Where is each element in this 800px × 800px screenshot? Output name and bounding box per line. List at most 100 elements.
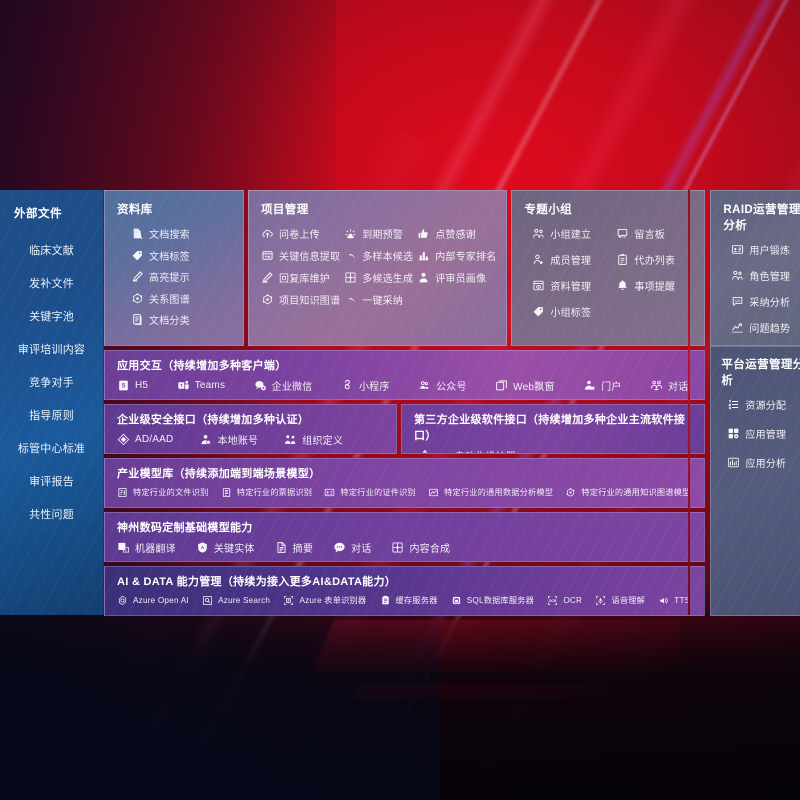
ai-data-item-0[interactable]: Azure Open AI bbox=[117, 595, 189, 606]
group-item-2[interactable]: 成员管理 bbox=[532, 252, 610, 267]
project-item-5[interactable]: 内部专家排名 bbox=[417, 248, 496, 263]
card-platform-title: 平台运营管理分析 bbox=[721, 359, 800, 387]
bell-icon bbox=[616, 279, 629, 292]
library-item-2[interactable]: 高亮提示 bbox=[117, 269, 233, 284]
content-synth-icon bbox=[391, 541, 404, 554]
thumbs-up-icon bbox=[417, 227, 430, 240]
sidebar-item-0[interactable]: 临床文献 bbox=[29, 245, 74, 257]
speech-icon bbox=[595, 595, 606, 606]
top-card-row: 资料库 文档搜索 文档标签 高亮提示 bbox=[104, 190, 800, 346]
base-model-item-4[interactable]: 内容合成 bbox=[391, 540, 450, 555]
security-item-0[interactable]: AD/AAD bbox=[117, 433, 173, 446]
security-item-2[interactable]: 组织定义 bbox=[284, 432, 343, 447]
person-add-icon bbox=[532, 253, 545, 266]
library-item-0[interactable]: 文档搜索 bbox=[117, 226, 233, 241]
ai-data-item-2[interactable]: Azure 表单识别器 bbox=[283, 594, 366, 606]
sidebar-item-6[interactable]: 标管中心标准 bbox=[17, 443, 86, 455]
library-item-0-label: 文档搜索 bbox=[149, 230, 190, 241]
app-item-3[interactable]: 小程序 bbox=[341, 378, 390, 393]
library-item-3[interactable]: 关系图谱 bbox=[117, 291, 233, 306]
group-item-3[interactable]: 代办列表 bbox=[616, 252, 694, 267]
app-item-6[interactable]: 门户 bbox=[583, 378, 621, 393]
platform-item-0[interactable]: 资源分配 bbox=[721, 397, 800, 412]
industry-item-0[interactable]: 特定行业的文件识别 bbox=[117, 486, 209, 498]
project-item-3[interactable]: 关键信息提取 bbox=[261, 248, 340, 263]
sidebar-item-8[interactable]: 共性问题 bbox=[29, 509, 74, 521]
base-model-item-0-label: 机器翻译 bbox=[135, 544, 176, 555]
industry-item-3[interactable]: 特定行业的通用数据分析模型 bbox=[428, 486, 553, 498]
card-project-title: 项目管理 bbox=[261, 204, 309, 216]
project-item-2[interactable]: 点赞感谢 bbox=[417, 226, 496, 241]
project-item-6-label: 回复库维护 bbox=[279, 274, 330, 285]
app-item-7[interactable]: 对话 bbox=[650, 378, 688, 393]
platform-item-2[interactable]: 应用分析 bbox=[721, 455, 800, 470]
raid-item-0-label: 用户锻炼 bbox=[749, 246, 791, 257]
teams-icon: T bbox=[177, 379, 190, 392]
ai-data-item-3[interactable]: 缓存服务器 bbox=[380, 594, 438, 606]
raid-item-0[interactable]: 用户锻炼 bbox=[723, 242, 800, 257]
group-item-1[interactable]: 留言板 bbox=[616, 226, 694, 241]
industry-item-1[interactable]: 特定行业的票据识别 bbox=[221, 486, 313, 498]
app-item-3-label: 小程序 bbox=[358, 382, 390, 393]
ai-data-item-5[interactable]: OCR OCR bbox=[547, 595, 582, 606]
group-item-2-label: 成员管理 bbox=[550, 256, 592, 267]
project-item-9[interactable]: 项目知识图谱 bbox=[261, 292, 340, 307]
group-item-6[interactable]: 小组标签 bbox=[532, 304, 610, 319]
industry-item-2[interactable]: 特定行业的证件识别 bbox=[324, 486, 416, 498]
group-item-5[interactable]: 事项提醒 bbox=[616, 278, 694, 293]
card-library-title: 资料库 bbox=[117, 204, 153, 216]
project-item-8[interactable]: 评审员画像 bbox=[417, 270, 496, 285]
app-item-1[interactable]: T Teams bbox=[177, 379, 225, 392]
sidebar-item-7[interactable]: 审评报告 bbox=[29, 476, 74, 488]
app-item-4[interactable]: 公众号 bbox=[418, 378, 467, 393]
group-item-6-label: 小组标签 bbox=[550, 308, 592, 319]
group-item-4[interactable]: 资料管理 bbox=[532, 278, 610, 293]
ai-data-item-4[interactable]: SQL数据库服务器 bbox=[451, 594, 534, 606]
tag-icon bbox=[532, 305, 545, 318]
ai-data-item-7-label: TTS bbox=[674, 595, 691, 605]
base-model-item-3-label: 对话 bbox=[351, 544, 372, 555]
security-item-1[interactable]: 本地账号 bbox=[199, 432, 258, 447]
ai-data-item-5-label: OCR bbox=[563, 595, 583, 605]
app-item-5[interactable]: Web飘窗 bbox=[495, 378, 554, 393]
azure-ad-icon bbox=[117, 433, 130, 446]
document-search-icon bbox=[131, 227, 144, 240]
app-item-2[interactable]: 企业微信 bbox=[254, 378, 313, 393]
summary-icon bbox=[275, 541, 288, 554]
raid-item-3[interactable]: 问题趋势 bbox=[723, 320, 800, 335]
ai-data-item-2-label: Azure 表单识别器 bbox=[299, 596, 367, 605]
group-item-3-label: 代办列表 bbox=[634, 256, 676, 267]
library-item-4[interactable]: 文档分类 bbox=[117, 312, 233, 327]
third-party-item-0[interactable]: API自动化设计器 bbox=[420, 448, 516, 453]
sidebar-item-3[interactable]: 审评培训内容 bbox=[17, 344, 86, 356]
sidebar-item-2[interactable]: 关键字池 bbox=[29, 311, 74, 323]
project-item-0[interactable]: 问卷上传 bbox=[261, 226, 340, 241]
app-item-0[interactable]: 5 H5 bbox=[117, 379, 148, 392]
project-item-10[interactable]: 一键采纳 bbox=[344, 292, 413, 307]
app-item-2-label: 企业微信 bbox=[271, 382, 313, 393]
base-model-item-3[interactable]: 对话 bbox=[333, 540, 371, 555]
project-item-6[interactable]: 回复库维护 bbox=[261, 270, 340, 285]
organization-icon bbox=[284, 433, 297, 446]
industry-item-4[interactable]: 特定行业的通用知识图谱模型 bbox=[565, 486, 690, 498]
raid-item-2[interactable]: QA 采纳分析 bbox=[723, 294, 800, 309]
industry-item-4-label: 特定行业的通用知识图谱模型 bbox=[581, 488, 691, 497]
ai-data-item-6[interactable]: 语音理解 bbox=[595, 594, 645, 606]
project-item-7[interactable]: 多候选生成 bbox=[344, 270, 413, 285]
base-model-item-1[interactable]: A 关键实体 bbox=[196, 540, 255, 555]
sidebar-item-4[interactable]: 竞争对手 bbox=[29, 377, 74, 389]
sidebar-item-5[interactable]: 指导原则 bbox=[29, 410, 74, 422]
platform-item-1[interactable]: 应用管理 bbox=[721, 426, 800, 441]
raid-item-1[interactable]: 角色管理 bbox=[723, 268, 800, 283]
group-item-0[interactable]: 小组建立 bbox=[532, 226, 610, 241]
project-item-1[interactable]: 到期预警 bbox=[344, 226, 413, 241]
base-model-item-2[interactable]: 摘要 bbox=[275, 540, 313, 555]
band-third-party-interface: 第三方企业级软件接口（持续增加多种企业主流软件接口） API自动化设计器 bbox=[401, 404, 706, 454]
project-item-4[interactable]: 多样本候选 bbox=[344, 248, 413, 263]
ai-data-item-7[interactable]: TTS bbox=[658, 595, 690, 606]
project-item-3-label: 关键信息提取 bbox=[279, 252, 341, 263]
sidebar-item-1[interactable]: 发补文件 bbox=[29, 278, 74, 290]
ai-data-item-1[interactable]: Azure Search bbox=[202, 595, 270, 606]
library-item-1[interactable]: 文档标签 bbox=[117, 248, 233, 263]
